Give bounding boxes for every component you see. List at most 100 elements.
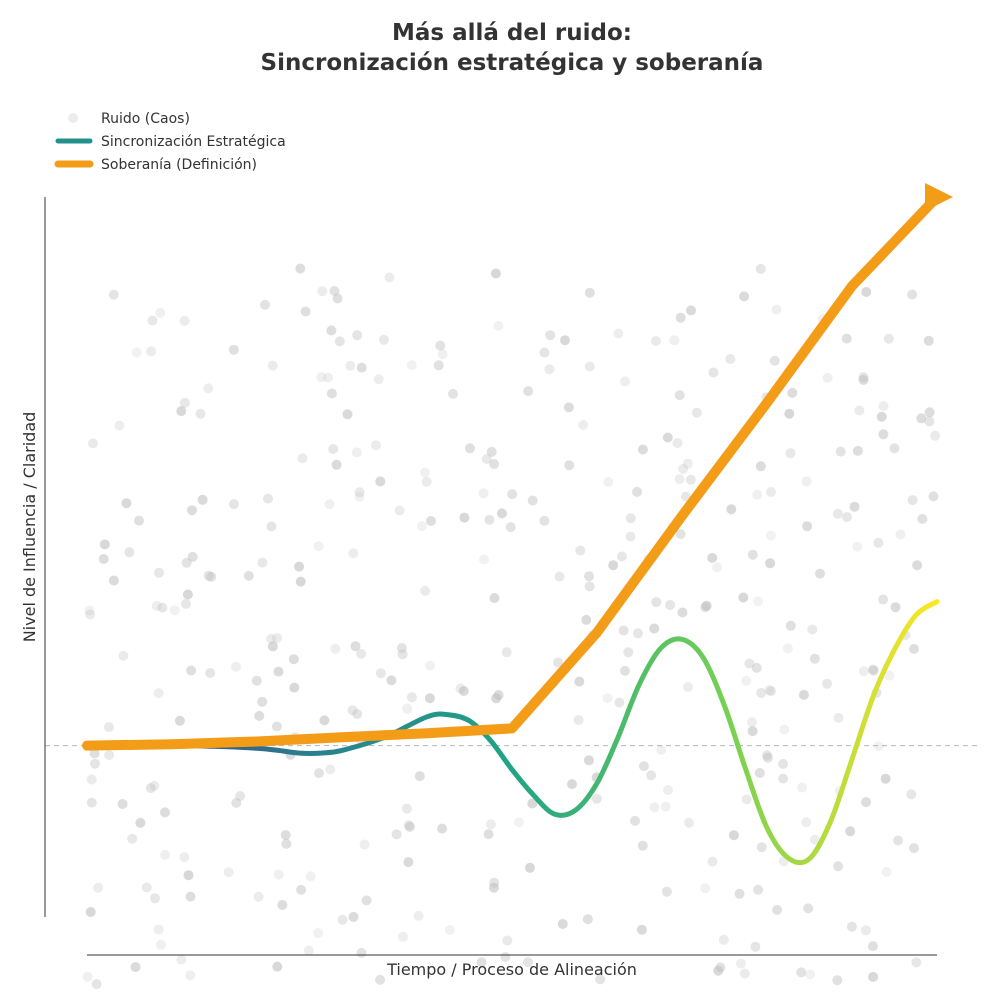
noise-point bbox=[842, 512, 852, 522]
noise-point bbox=[753, 884, 764, 895]
noise-point bbox=[348, 548, 359, 559]
noise-point bbox=[890, 602, 901, 613]
noise-point bbox=[881, 867, 892, 877]
noise-point bbox=[755, 263, 766, 274]
noise-point bbox=[883, 333, 894, 344]
noise-point bbox=[822, 678, 833, 689]
noise-point bbox=[108, 289, 119, 300]
noise-point bbox=[553, 657, 563, 668]
noise-point bbox=[356, 648, 367, 659]
noise-point bbox=[751, 662, 762, 673]
noise-point bbox=[878, 594, 889, 605]
noise-point bbox=[331, 459, 342, 470]
noise-point bbox=[798, 689, 809, 700]
noise-point bbox=[544, 364, 555, 375]
noise-point bbox=[649, 623, 660, 634]
noise-point bbox=[545, 330, 556, 341]
noise-point bbox=[350, 641, 361, 652]
noise-point bbox=[433, 360, 444, 371]
noise-point bbox=[507, 489, 518, 500]
noise-point bbox=[491, 693, 502, 704]
noise-point bbox=[739, 968, 750, 979]
noise-point bbox=[764, 685, 775, 696]
noise-point bbox=[924, 416, 935, 427]
noise-point bbox=[352, 330, 363, 341]
noise-point bbox=[867, 941, 878, 952]
noise-point bbox=[785, 620, 796, 631]
noise-point bbox=[907, 495, 918, 506]
noise-point bbox=[625, 513, 636, 524]
noise-point bbox=[176, 406, 187, 417]
noise-point bbox=[257, 696, 268, 707]
noise-point bbox=[736, 958, 746, 969]
noise-point bbox=[179, 397, 190, 408]
noise-point bbox=[403, 857, 414, 868]
sovereignty-line bbox=[82, 192, 942, 751]
noise-point bbox=[582, 914, 593, 925]
noise-point bbox=[426, 516, 436, 526]
noise-point bbox=[88, 438, 98, 449]
noise-point bbox=[280, 830, 291, 841]
noise-point bbox=[912, 560, 923, 571]
noise-point bbox=[778, 758, 789, 769]
noise-point bbox=[632, 486, 642, 497]
noise-point bbox=[281, 838, 292, 849]
noise-point bbox=[272, 961, 283, 972]
noise-point bbox=[591, 793, 602, 804]
noise-point bbox=[907, 289, 918, 300]
noise-point bbox=[479, 554, 490, 565]
noise-point bbox=[93, 882, 104, 893]
noise-point bbox=[354, 491, 365, 502]
noise-point bbox=[738, 592, 749, 603]
legend-sync-label: Sincronización Estratégica bbox=[101, 134, 286, 150]
noise-point bbox=[313, 928, 324, 938]
noise-point bbox=[560, 335, 570, 346]
noise-point bbox=[330, 643, 341, 654]
chart-title-line1: Más allá del ruido: bbox=[392, 20, 632, 46]
noise-point bbox=[766, 487, 776, 497]
noise-point bbox=[401, 803, 412, 814]
noise-point bbox=[267, 641, 278, 652]
chart-title-line2: Sincronización estratégica y soberanía bbox=[261, 50, 764, 76]
noise-point bbox=[674, 474, 685, 485]
noise-point bbox=[297, 453, 308, 464]
noise-point bbox=[153, 924, 164, 935]
noise-point bbox=[797, 782, 808, 793]
noise-point bbox=[625, 531, 636, 542]
noise-point bbox=[332, 293, 343, 304]
noise-point bbox=[782, 643, 793, 654]
noise-point bbox=[99, 539, 110, 550]
noise-point bbox=[481, 454, 492, 464]
noise-point bbox=[337, 914, 348, 925]
noise-point bbox=[523, 386, 534, 397]
noise-point bbox=[103, 722, 114, 733]
noise-point bbox=[563, 402, 574, 413]
noise-point bbox=[316, 372, 327, 383]
noise-point bbox=[266, 633, 277, 644]
noise-point bbox=[90, 758, 100, 769]
noise-point bbox=[176, 954, 187, 965]
noise-point bbox=[909, 843, 919, 854]
noise-point bbox=[669, 335, 680, 346]
noise-point bbox=[765, 530, 776, 541]
noise-point bbox=[313, 541, 324, 552]
noise-point bbox=[160, 807, 170, 818]
noise-point bbox=[835, 446, 846, 457]
noise-point bbox=[273, 869, 284, 880]
noise-point bbox=[85, 609, 96, 620]
noise-point bbox=[303, 945, 314, 956]
noise-point bbox=[785, 448, 796, 459]
noise-point bbox=[527, 798, 538, 809]
noise-point bbox=[832, 508, 843, 519]
noise-point bbox=[614, 697, 625, 708]
noise-point bbox=[805, 969, 816, 980]
noise-point bbox=[675, 529, 686, 540]
noise-point bbox=[489, 459, 500, 469]
noise-point bbox=[489, 877, 500, 888]
noise-point bbox=[150, 893, 160, 904]
noise-point bbox=[502, 935, 513, 946]
noise-point bbox=[832, 975, 843, 986]
noise-point bbox=[603, 477, 614, 487]
noise-point bbox=[807, 624, 818, 635]
